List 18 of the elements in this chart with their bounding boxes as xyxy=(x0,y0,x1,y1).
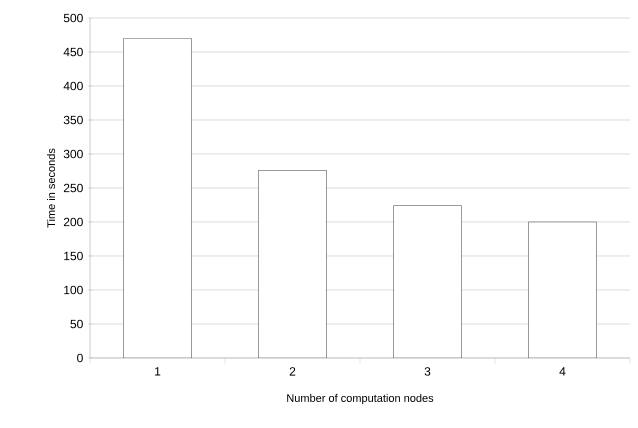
y-axis-title: Time in seconds xyxy=(47,148,56,228)
y-tick-label: 100 xyxy=(64,286,83,294)
y-tick-label: 500 xyxy=(64,14,83,22)
y-tick-label: 450 xyxy=(64,48,83,56)
y-tick-label: 400 xyxy=(64,82,83,90)
bar xyxy=(528,222,597,358)
y-tick-label: 250 xyxy=(64,184,83,192)
y-tick-label: 300 xyxy=(64,150,83,158)
x-tick-label: 1 xyxy=(155,367,160,376)
x-axis-title: Number of computation nodes xyxy=(287,394,434,404)
x-tick-label: 3 xyxy=(424,367,430,376)
y-tick-label: 50 xyxy=(70,320,83,328)
y-tick-label: 150 xyxy=(64,252,83,260)
x-tick-label: 2 xyxy=(290,367,296,376)
x-tick-label: 4 xyxy=(559,367,566,376)
y-tick-label: 0 xyxy=(77,354,83,362)
y-tick-label: 200 xyxy=(64,218,83,226)
y-tick-label: 350 xyxy=(64,116,83,124)
